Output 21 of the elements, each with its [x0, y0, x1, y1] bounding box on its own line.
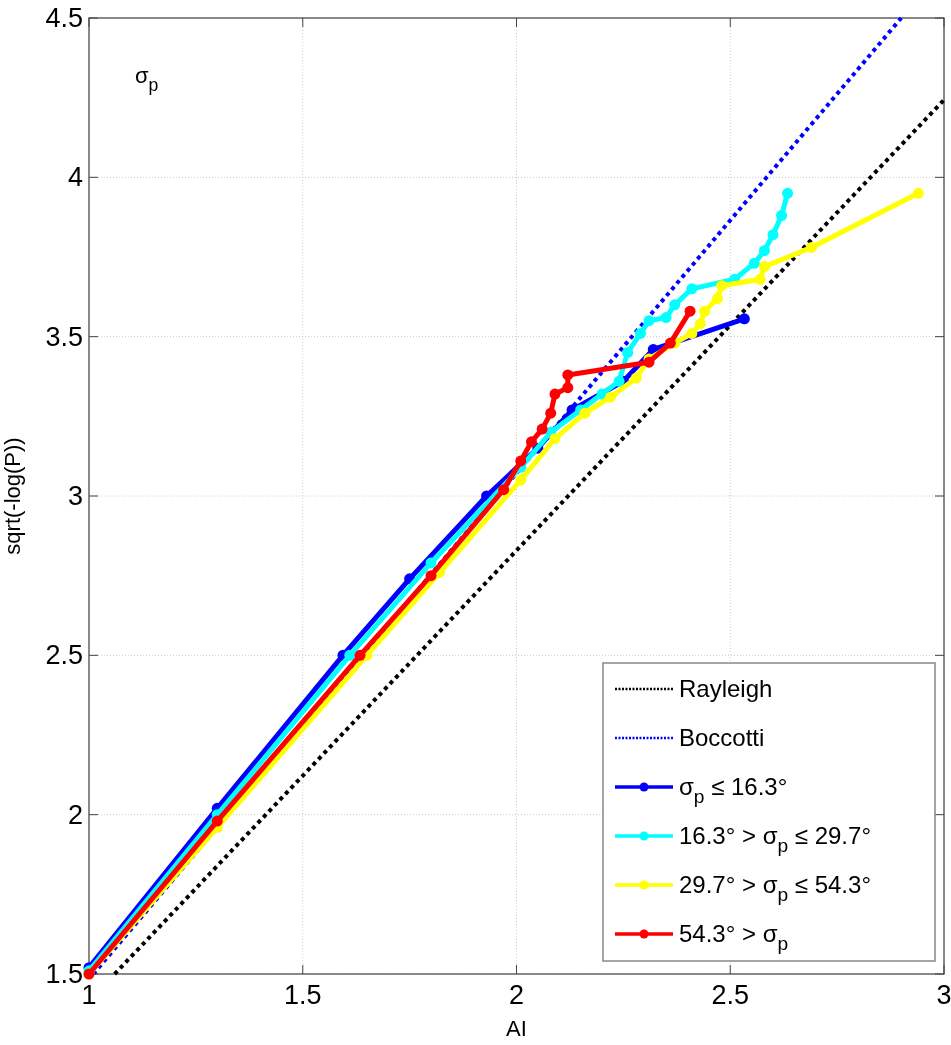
y-tick-label: 2.5 — [45, 640, 83, 671]
y-axis-title: sqrt(-log(P)) — [0, 437, 25, 555]
legend-label: Boccotti — [679, 724, 765, 751]
y-tick-label: 1.5 — [45, 959, 83, 989]
annotation: σ$_{p}$ — [135, 63, 159, 95]
legend-label: 16.3° > σ$_{p}$ ≤ 29.7° — [679, 822, 871, 857]
legend-label: σ$_{p}$ ≤ 16.3° — [679, 773, 788, 808]
x-tick-label: 2 — [508, 980, 525, 1010]
x-tick-label: 3 — [936, 980, 951, 1010]
legend-label: Rayleigh — [679, 675, 773, 702]
legend-label: 54.3° > σ$_{p}$ — [679, 920, 789, 955]
x-tick-label: 1 — [81, 980, 97, 1010]
y-tick-label: 3.5 — [45, 321, 83, 352]
x-tick-label: 2.5 — [711, 980, 750, 1010]
y-tick-label: 2 — [67, 799, 83, 830]
x-tick-label: 1.5 — [283, 980, 322, 1010]
y-tick-label: 4.5 — [45, 3, 83, 33]
x-axis-title: AI — [506, 1016, 527, 1041]
y-tick-label: 3 — [67, 481, 83, 511]
y-tick-label: 4 — [67, 162, 83, 193]
legend-label: 29.7° > σ$_{p}$ ≤ 54.3° — [679, 871, 871, 906]
